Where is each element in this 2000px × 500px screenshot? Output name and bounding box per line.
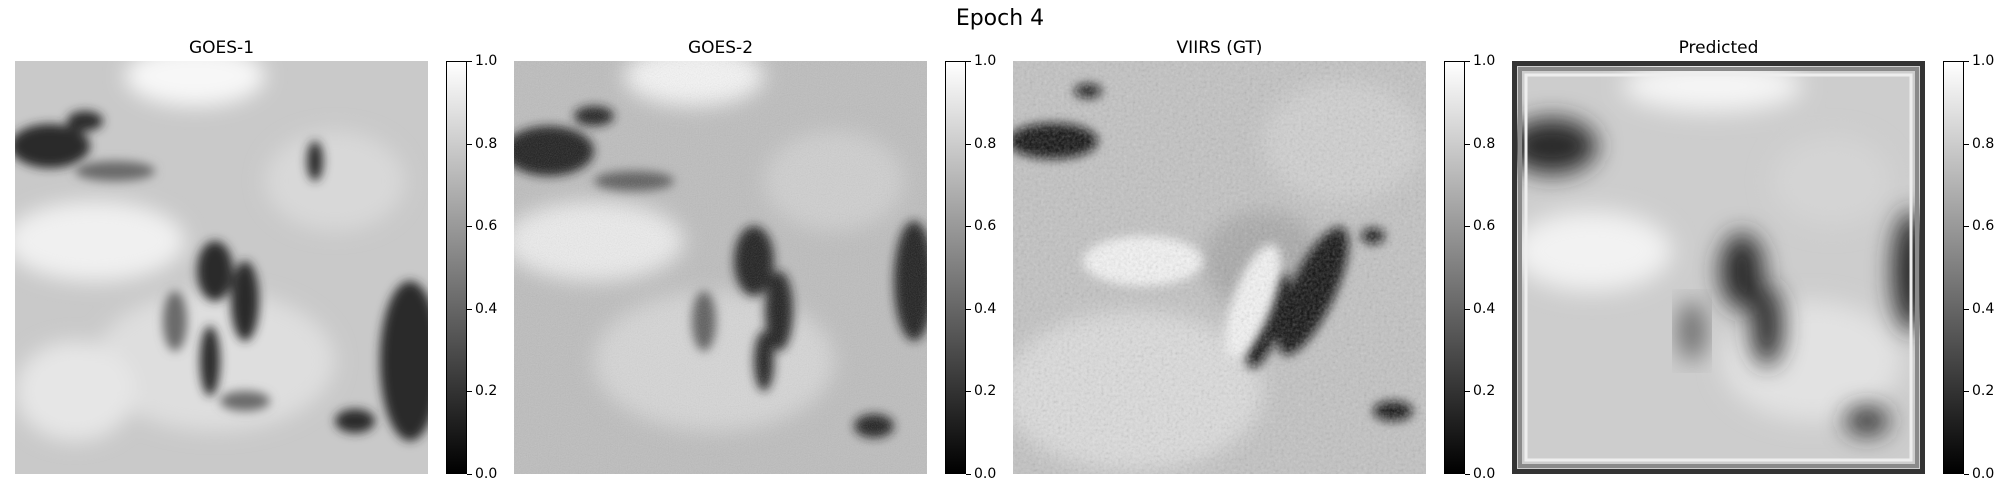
colorbar-tick-label: 0.2	[475, 383, 498, 399]
colorbar-tick-label: 0.0	[1972, 466, 1995, 482]
panel-goes2-title: GOES-2	[687, 38, 754, 58]
colorbar-tick-mark	[467, 144, 472, 145]
colorbar-tick-label: 0.0	[475, 466, 498, 482]
colorbar-tick-mark	[467, 226, 472, 227]
colorbar-tick-label: 0.2	[974, 383, 997, 399]
colorbar-tick-mark	[467, 61, 472, 62]
panel-goes1-image	[15, 61, 428, 474]
colorbar-goes2	[945, 61, 966, 474]
colorbar-tick-mark	[1964, 61, 1969, 62]
panel-goes1-title: GOES-1	[188, 38, 255, 58]
colorbar-tick-label: 0.4	[1972, 301, 1995, 317]
colorbar-tick-mark	[1964, 226, 1969, 227]
colorbar-tick-mark	[1964, 474, 1969, 475]
colorbar-tick-label: 0.6	[475, 218, 498, 234]
colorbar-tick-mark	[467, 391, 472, 392]
colorbar-goes1	[446, 61, 467, 474]
colorbar-tick-mark	[1465, 309, 1470, 310]
colorbar-tick-mark	[966, 226, 971, 227]
colorbar-tick-label: 0.2	[1972, 383, 1995, 399]
colorbar-tick-mark	[467, 309, 472, 310]
colorbar-tick-label: 1.0	[475, 53, 498, 69]
panel-goes2-image	[514, 61, 927, 474]
panel-pred-image	[1512, 61, 1925, 474]
colorbar-tick-label: 0.6	[1473, 218, 1496, 234]
colorbar-tick-label: 1.0	[974, 53, 997, 69]
colorbar-tick-label: 0.4	[475, 301, 498, 317]
colorbar-tick-mark	[1964, 391, 1969, 392]
colorbar-tick-mark	[966, 61, 971, 62]
colorbar-tick-mark	[1465, 474, 1470, 475]
colorbar-tick-mark	[467, 474, 472, 475]
panel-viirs-title: VIIRS (GT)	[1176, 38, 1263, 58]
colorbar-tick-mark	[1465, 61, 1470, 62]
colorbar-tick-mark	[1964, 144, 1969, 145]
colorbar-tick-label: 0.6	[974, 218, 997, 234]
colorbar-tick-mark	[1465, 144, 1470, 145]
colorbar-tick-label: 0.2	[1473, 383, 1496, 399]
colorbar-tick-label: 0.0	[974, 466, 997, 482]
colorbar-tick-mark	[966, 474, 971, 475]
colorbar-tick-label: 1.0	[1473, 53, 1496, 69]
colorbar-tick-label: 0.8	[1473, 136, 1496, 152]
colorbar-tick-label: 0.8	[974, 136, 997, 152]
colorbar-tick-mark	[966, 144, 971, 145]
colorbar-tick-mark	[1465, 391, 1470, 392]
colorbar-tick-label: 0.0	[1473, 466, 1496, 482]
colorbar-tick-label: 0.8	[475, 136, 498, 152]
colorbar-tick-label: 1.0	[1972, 53, 1995, 69]
colorbar-tick-mark	[1465, 226, 1470, 227]
colorbar-tick-label: 0.6	[1972, 218, 1995, 234]
colorbar-tick-label: 0.8	[1972, 136, 1995, 152]
colorbar-tick-label: 0.4	[974, 301, 997, 317]
panel-pred-title: Predicted	[1678, 38, 1759, 58]
colorbar-viirs	[1444, 61, 1465, 474]
colorbar-tick-label: 0.4	[1473, 301, 1496, 317]
colorbar-tick-mark	[966, 391, 971, 392]
colorbar-tick-mark	[1964, 309, 1969, 310]
colorbar-tick-mark	[966, 309, 971, 310]
figure-title: Epoch 4	[955, 6, 1045, 31]
panel-viirs-image	[1013, 61, 1426, 474]
colorbar-pred	[1943, 61, 1964, 474]
